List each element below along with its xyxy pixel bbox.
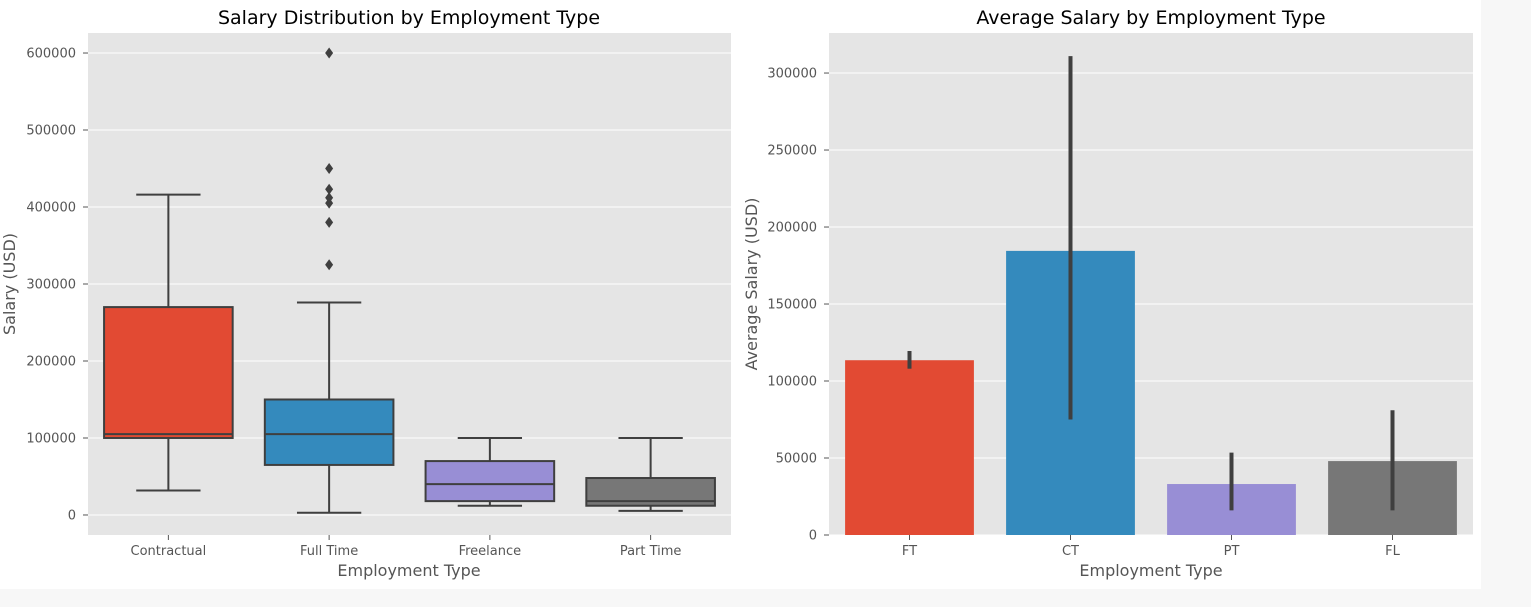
iqr-box	[103, 306, 234, 439]
chart-title: Salary Distribution by Employment Type	[218, 7, 600, 29]
box-contractual	[103, 193, 234, 492]
x-tick-label: PT	[1224, 544, 1240, 559]
box-marks	[103, 47, 716, 514]
y-tick-label: 100000	[767, 375, 817, 390]
box-part-time	[585, 436, 716, 512]
iqr-box	[263, 398, 395, 466]
bar-ft	[845, 360, 974, 535]
x-tick-label: Freelance	[459, 544, 522, 559]
outlier-point	[325, 183, 334, 195]
y-tick-label: 400000	[26, 201, 76, 216]
y-tick-label: 150000	[767, 298, 817, 313]
chart-title: Average Salary by Employment Type	[976, 7, 1325, 29]
x-axis-label: Employment Type	[337, 561, 480, 580]
y-tick-label: 300000	[26, 278, 76, 293]
figure: 0 100000 200000 300000 400000 500000 600000 Co…	[0, 7, 1473, 580]
y-tick-label: 200000	[26, 354, 76, 369]
box-full-time	[263, 47, 395, 514]
box-freelance	[424, 436, 556, 507]
y-tick-label: 500000	[26, 124, 76, 139]
box-plot-panel: 0 100000 200000 300000 400000 500000 600000 Co…	[0, 7, 731, 580]
outlier-point	[325, 192, 334, 204]
bar-marks	[845, 56, 1457, 535]
x-tick-label: CT	[1062, 544, 1079, 559]
x-tick-label: FT	[902, 544, 917, 559]
x-tick-labels: Contractual Full Time Freelance Part Time	[131, 535, 682, 559]
y-tick-label: 50000	[776, 452, 817, 467]
y-tick-labels: 0 100000 200000 300000 400000 500000 600000	[26, 47, 88, 523]
y-tick-label: 100000	[26, 431, 76, 446]
outlier-point	[325, 216, 334, 228]
outlier-point	[325, 163, 334, 175]
y-tick-label: 200000	[767, 221, 817, 236]
y-tick-label: 0	[809, 529, 817, 544]
x-tick-labels: FT CT PT FL	[902, 535, 1401, 559]
x-tick-label: Contractual	[131, 544, 207, 559]
y-tick-label: 300000	[767, 67, 817, 82]
x-tick-label: Full Time	[300, 544, 358, 559]
outlier-point	[325, 259, 334, 271]
iqr-box	[424, 460, 556, 503]
y-axis-label: Average Salary (USD)	[742, 198, 761, 371]
x-tick-label: FL	[1385, 544, 1400, 559]
y-tick-labels: 0 50000 100000 150000 200000 250000 300000	[767, 67, 829, 544]
y-tick-label: 600000	[26, 47, 76, 62]
x-axis-label: Employment Type	[1079, 561, 1222, 580]
outlier-point	[325, 47, 334, 59]
x-tick-label: Part Time	[620, 544, 682, 559]
bar-chart-panel: 0 50000 100000 150000 200000 250000 300000 FT C…	[742, 7, 1473, 580]
y-tick-label: 0	[68, 508, 76, 523]
y-axis-label: Salary (USD)	[0, 233, 19, 335]
y-tick-label: 250000	[767, 144, 817, 159]
